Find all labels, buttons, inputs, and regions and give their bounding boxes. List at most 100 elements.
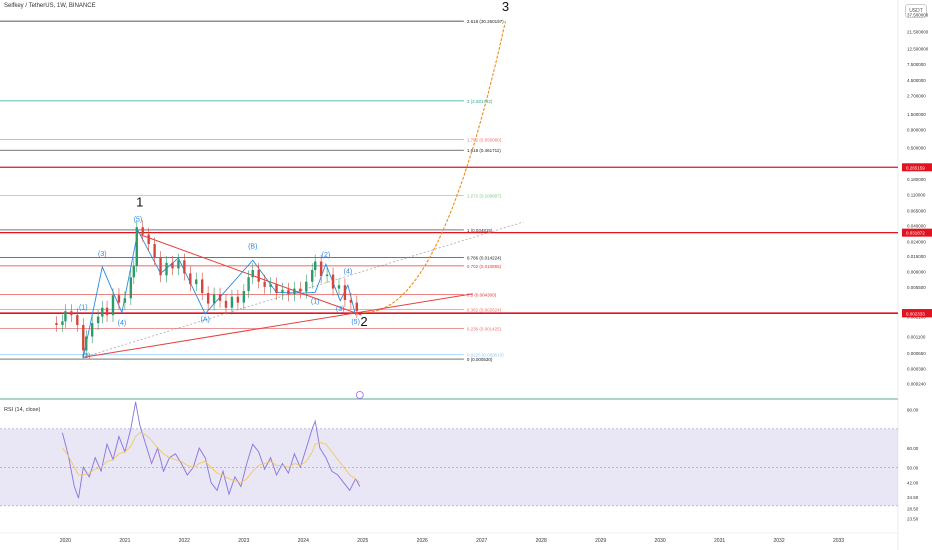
candle-body <box>349 299 353 303</box>
sub-wave-label: (3) <box>98 251 107 258</box>
price-axis-tick: 1.500000 <box>907 112 926 117</box>
price-axis-tick: 0.001100 <box>907 335 926 340</box>
time-axis-tick: 2032 <box>773 538 784 544</box>
candle-body <box>82 324 85 351</box>
time-axis-tick: 2029 <box>595 538 606 544</box>
time-axis-tick: 2023 <box>238 538 249 544</box>
price-badge <box>902 309 932 318</box>
fib-level-label: 0.5 (0.004300) <box>467 292 497 297</box>
sub-wave-label: (A) <box>201 316 210 323</box>
candle-body <box>101 307 104 317</box>
candle-body <box>177 260 180 269</box>
candle-body <box>183 260 186 274</box>
time-axis-tick: 2025 <box>357 538 368 544</box>
time-axis-tick: 2024 <box>298 538 309 544</box>
candle-body <box>195 279 198 285</box>
currency-button[interactable]: USDT <box>905 4 927 18</box>
candle-body <box>269 284 272 287</box>
candle-body <box>61 321 64 325</box>
fib-level-label: 1.702 (0.656080) <box>467 137 502 142</box>
fib-level-label: 1 (0.034815) <box>467 228 493 233</box>
symbol-title: Selfkey / TetherUS, 1W, BINANCE <box>4 3 96 9</box>
candle-body <box>129 277 133 299</box>
candle-body <box>55 323 58 325</box>
fib-level-label: 0.382 (0.002624) <box>467 308 502 313</box>
candle-body <box>70 311 73 316</box>
fib-level-label: 1.618 (0.461711) <box>467 148 501 153</box>
rsi-axis-tick: 60.00 <box>907 446 919 451</box>
candle-body <box>105 307 109 316</box>
candle-body <box>96 316 100 324</box>
candle-body <box>171 262 174 269</box>
price-axis-tick: 0.900000 <box>907 128 926 133</box>
sub-wave-label: (4) <box>344 268 353 275</box>
candle-body <box>247 277 250 292</box>
time-axis-tick: 2028 <box>536 538 547 544</box>
candle-body <box>165 262 168 276</box>
candle-body <box>111 295 115 316</box>
fib-level-label: 0.786 (0.014224) <box>467 256 502 261</box>
candle-body <box>189 273 192 285</box>
sub-wave-label: (1) <box>311 299 320 306</box>
candle-body <box>141 227 144 235</box>
candle-body <box>242 291 246 303</box>
candle-body <box>206 293 210 304</box>
sub-wave-label: (2) <box>82 353 91 360</box>
price-axis-tick: 7.500000 <box>907 62 926 67</box>
candle-body <box>117 295 121 303</box>
candle-body <box>287 289 290 295</box>
price-axis-tick: 0.110000 <box>907 192 926 197</box>
price-axis-tick: 0.009000 <box>907 270 926 275</box>
candle-body <box>355 302 359 312</box>
time-axis-tick: 2033 <box>833 538 844 544</box>
candle-body <box>313 261 317 271</box>
sub-wave-label: (5) <box>134 216 143 223</box>
candle-body <box>200 279 204 294</box>
fib-level-label: 0.236 (0.001425) <box>467 327 502 332</box>
candle-body <box>159 258 162 276</box>
price-axis-tick: 0.000650 <box>907 351 926 356</box>
wave-number-label: 1 <box>136 194 143 209</box>
fib-level-label: 0.702 (0.010855) <box>467 264 502 269</box>
candle-body <box>135 227 138 266</box>
candle-body <box>64 311 67 322</box>
price-badge-label: 0.265159 <box>906 165 925 170</box>
candle-body <box>132 265 136 278</box>
rsi-axis-tick: 50.00 <box>907 465 919 470</box>
price-axis-tick: 0.000390 <box>907 367 926 372</box>
price-axis-tick: 0.000240 <box>907 381 926 386</box>
fib-level-label: 0.0225 (0.000610) <box>467 353 504 358</box>
candle-body <box>343 285 347 300</box>
price-axis-tick: 12.500000 <box>907 46 929 51</box>
sub-wave-label: (4) <box>118 320 127 327</box>
sub-wave-label: (1) <box>79 304 88 311</box>
sub-wave-label: (5) <box>351 319 360 326</box>
candle-body <box>275 284 278 294</box>
dotted-channel-line <box>83 221 524 358</box>
rsi-line <box>61 401 361 499</box>
price-axis-tick: 4.500000 <box>907 78 926 83</box>
time-axis-tick: 2026 <box>417 538 428 544</box>
time-axis-tick: 2021 <box>119 538 130 544</box>
candle-body <box>331 274 335 289</box>
price-badge <box>902 228 932 237</box>
wave-number-label: 2 <box>360 314 367 329</box>
rsi-axis-tick: 28.50 <box>907 507 919 512</box>
candle-body <box>147 234 150 245</box>
price-axis-tick: 2.700000 <box>907 94 926 99</box>
support-trendline <box>83 293 473 358</box>
resistance-trendline <box>139 234 362 316</box>
candle-body <box>90 323 94 337</box>
price-axis-tick: 0.015000 <box>907 254 926 259</box>
candle-body <box>293 288 296 295</box>
candle-body <box>76 315 79 325</box>
candle-body <box>305 281 308 292</box>
candle-body <box>212 294 216 304</box>
candle-body <box>337 285 341 289</box>
sub-wave-label: (3) <box>336 306 345 313</box>
rsi-ma-line <box>62 432 361 484</box>
rsi-axis-tick: 34.50 <box>907 495 919 500</box>
candle-body <box>251 270 254 278</box>
price-axis-tick: 0.040000 <box>907 224 926 229</box>
